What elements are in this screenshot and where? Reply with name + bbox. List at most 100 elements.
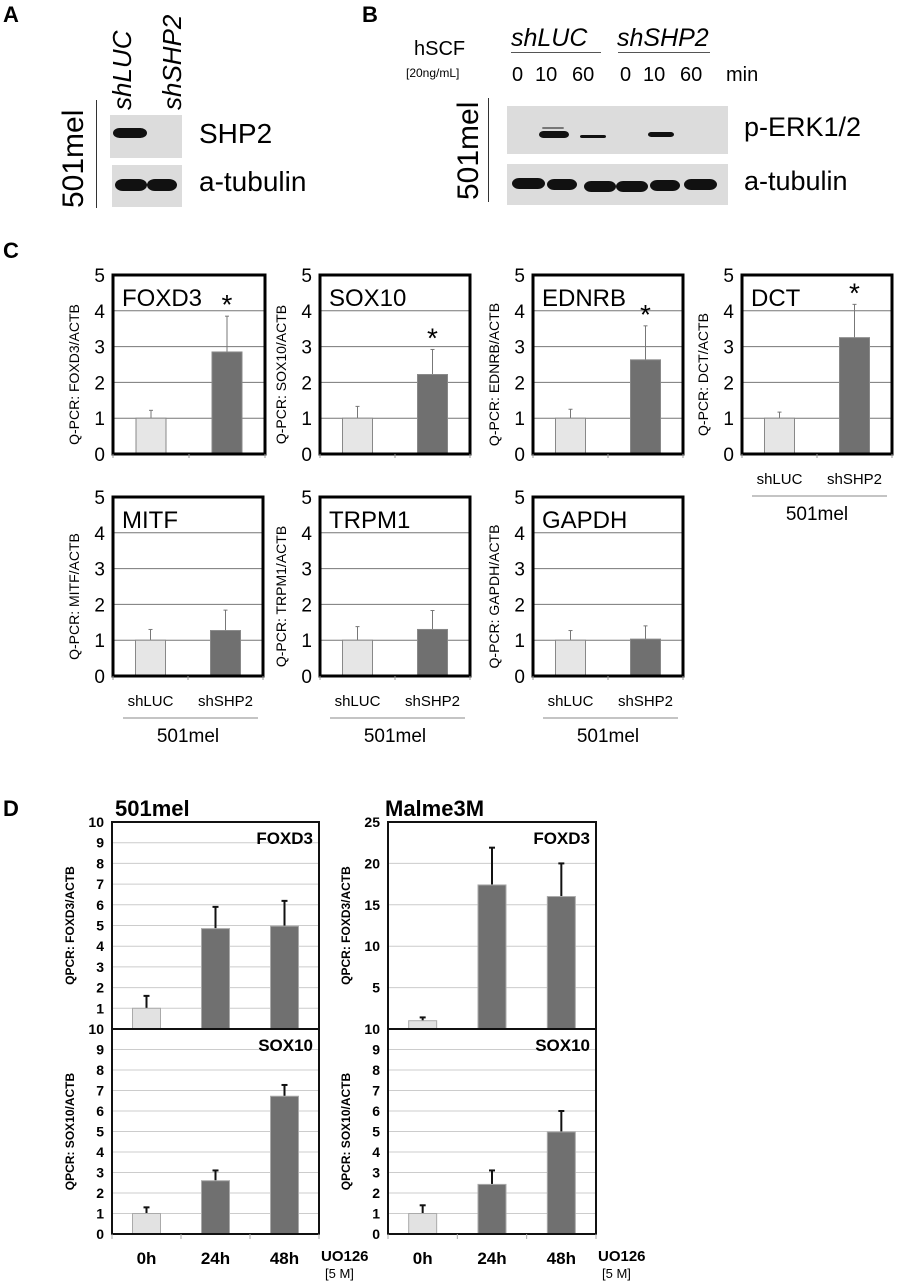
significance-star: * (849, 277, 860, 308)
bar-shSHP2 (839, 337, 870, 455)
bar-shLUC (555, 417, 586, 455)
panel-a-band (115, 179, 147, 191)
panel-a-band (147, 179, 177, 191)
bar-0h (132, 1007, 161, 1030)
chart-title: MITF (122, 507, 178, 534)
y-tick-label: 5 (514, 488, 525, 509)
chart-title: DCT (751, 285, 801, 312)
group-label: 501mel (786, 504, 848, 525)
y-tick-label: 1 (723, 409, 734, 430)
panel-c-letter: C (3, 238, 19, 263)
y-axis-label: Q-PCR: MITF/ACTB (66, 533, 82, 660)
treatment-label: UO126 (321, 1248, 369, 1265)
bar-48h (546, 896, 576, 1030)
treatment-label: UO126 (598, 1248, 646, 1265)
bar-shLUC (342, 639, 373, 677)
y-tick-label: 2 (301, 373, 312, 394)
bar-shSHP2 (211, 351, 243, 455)
y-axis-label: Q-PCR: TRPM1/ACTB (273, 526, 289, 667)
category-label: shSHP2 (827, 471, 882, 488)
panel-b-divider (488, 98, 489, 202)
y-tick-label: 5 (96, 918, 104, 934)
category-label: 24h (201, 1249, 230, 1268)
y-tick-label: 5 (372, 980, 380, 996)
panel-a-band (113, 128, 147, 138)
y-tick-label: 8 (372, 1062, 380, 1078)
significance-star: * (222, 289, 233, 320)
y-tick-label: 4 (301, 524, 312, 545)
bar-24h (477, 1183, 507, 1235)
chart-frame (318, 273, 472, 456)
panel-a-lane-2: shSHP2 (157, 14, 187, 110)
category-label: 48h (270, 1249, 299, 1268)
chart-title: GAPDH (542, 507, 627, 534)
y-tick-label: 6 (96, 897, 104, 913)
chart-frame (111, 273, 267, 456)
y-tick-label: 25 (364, 814, 380, 830)
category-label: shSHP2 (198, 693, 253, 710)
y-tick-label: 5 (301, 266, 312, 287)
y-tick-label: 2 (94, 373, 105, 394)
y-tick-label: 0 (372, 1226, 380, 1242)
y-tick-label: 7 (372, 1083, 380, 1099)
y-tick-label: 1 (514, 631, 525, 652)
y-tick-label: 3 (514, 338, 525, 359)
y-tick-label: 0 (94, 667, 105, 688)
panel-a-lane-1: shLUC (107, 30, 137, 110)
y-tick-label: 5 (96, 1124, 104, 1140)
y-tick-label: 9 (96, 835, 104, 851)
bar-48h (546, 1131, 576, 1235)
bar-0h (408, 1213, 438, 1235)
y-tick-label: 5 (723, 266, 734, 287)
y-tick-label: 0 (94, 445, 105, 466)
y-tick-label: 4 (514, 302, 525, 323)
panel-b-band (650, 180, 680, 191)
panel-a-cell-line: 501mel (57, 109, 90, 208)
bar-shLUC (135, 417, 167, 455)
y-tick-label: 10 (88, 814, 104, 830)
y-axis-label: Q-PCR: SOX10/ACTB (273, 305, 289, 444)
y-tick-label: 3 (301, 560, 312, 581)
category-label: shLUC (128, 693, 174, 710)
y-tick-label: 8 (96, 855, 104, 871)
y-tick-label: 4 (723, 302, 734, 323)
panel-b-band (580, 135, 606, 138)
bar-48h (270, 925, 299, 1030)
chart-frame (531, 495, 685, 678)
panel-b-time-unit: min (726, 64, 759, 86)
category-label: shLUC (757, 471, 803, 488)
y-tick-label: 4 (94, 302, 105, 323)
y-tick-label: 2 (301, 595, 312, 616)
panel-a-blot-label-2: a-tubulin (199, 166, 307, 197)
y-tick-label: 0 (514, 445, 525, 466)
chart-frame (111, 495, 265, 678)
y-tick-label: 4 (96, 938, 104, 954)
y-tick-label: 3 (301, 338, 312, 359)
panel-b-group-underline (618, 52, 710, 53)
y-tick-label: 1 (94, 631, 105, 652)
y-tick-label: 0 (514, 667, 525, 688)
panel-b-letter: B (362, 2, 378, 27)
chart-frame (111, 1028, 320, 1235)
panel-a-blot-label-1: SHP2 (199, 118, 273, 149)
y-tick-label: 1 (372, 1206, 380, 1222)
y-tick-label: 1 (301, 631, 312, 652)
panel-b-time: 10 (643, 64, 666, 86)
panel-b-band (584, 181, 616, 192)
cell-line-title: 501mel (115, 796, 190, 821)
y-axis-label: QPCR: FOXD3/ACTB (63, 866, 77, 985)
panel-a-letter: A (3, 2, 19, 27)
y-tick-label: 10 (364, 1021, 380, 1037)
panel-b-blot-label-1: p-ERK1/2 (744, 112, 862, 142)
group-label: 501mel (577, 726, 639, 747)
panel-b-treatment-conc: [20ng/mL] (406, 66, 460, 80)
chart-frame (387, 1028, 597, 1235)
y-axis-label: Q-PCR: DCT/ACTB (695, 313, 711, 436)
y-tick-label: 2 (96, 980, 104, 996)
y-tick-label: 4 (372, 1144, 380, 1160)
category-label: 0h (137, 1249, 157, 1268)
panel-b-time: 60 (572, 64, 595, 86)
category-label: shLUC (548, 693, 594, 710)
y-tick-label: 7 (96, 1083, 104, 1099)
y-tick-label: 5 (94, 266, 105, 287)
